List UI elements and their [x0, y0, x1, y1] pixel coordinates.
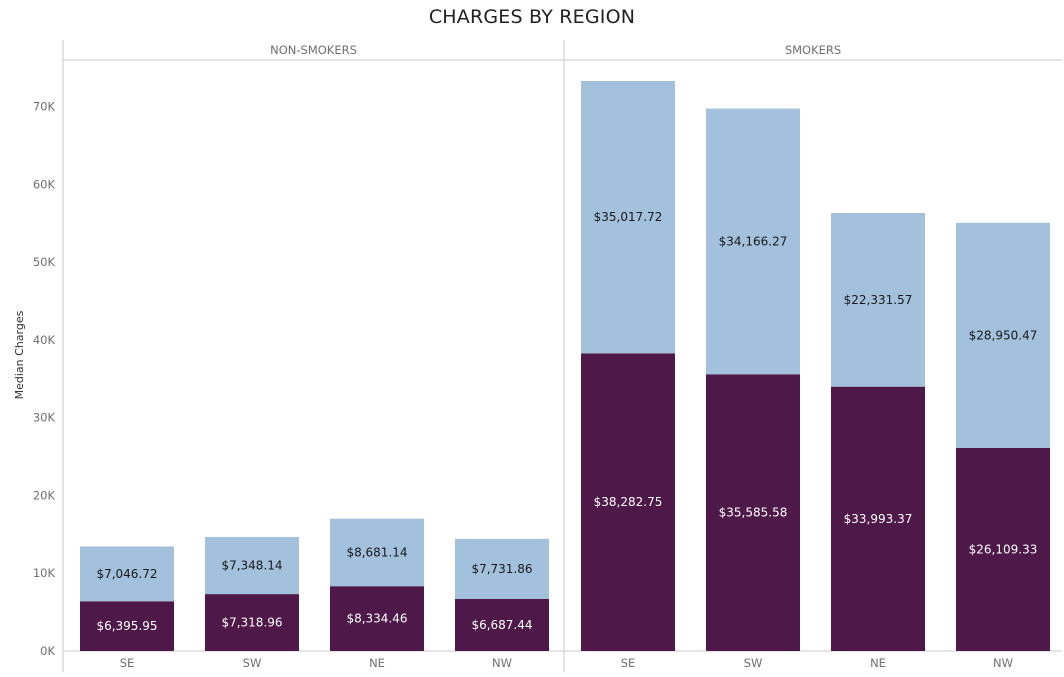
y-axis-title: Median Charges: [13, 310, 26, 399]
bar-segment: [455, 538, 549, 599]
bar-segment: [706, 108, 800, 375]
bar-value-label: $7,318.96: [221, 616, 282, 630]
y-tick-label: 60K: [33, 177, 56, 191]
bar-segment: [330, 518, 424, 587]
bar-value-label: $6,395.95: [96, 619, 157, 633]
bar-value-label: $28,950.47: [969, 328, 1038, 342]
bar-segment: [330, 586, 424, 651]
panel-header: NON-SMOKERS: [270, 43, 357, 57]
bar-segment: [831, 212, 925, 387]
bar-segment: [455, 598, 549, 651]
y-tick-label: 20K: [33, 488, 56, 502]
x-tick-label: NW: [492, 656, 512, 670]
y-tick-label: 0K: [40, 644, 55, 658]
bar-value-label: $7,731.86: [471, 562, 532, 576]
x-tick-label: NE: [369, 656, 385, 670]
bar-segment: [706, 374, 800, 651]
bar-segment: [581, 80, 675, 354]
x-tick-label: SW: [243, 656, 262, 670]
y-tick-label: 50K: [33, 255, 56, 269]
y-tick-label: 40K: [33, 333, 56, 347]
bar-value-label: $35,017.72: [594, 210, 663, 224]
bar-value-label: $22,331.57: [844, 293, 913, 307]
y-tick-label: 70K: [33, 100, 56, 114]
bar-value-label: $7,348.14: [221, 559, 282, 573]
bar-segment: [831, 386, 925, 651]
bar-value-label: $35,585.58: [719, 506, 788, 520]
y-tick-label: 30K: [33, 411, 56, 425]
bar-value-label: $6,687.44: [471, 618, 532, 632]
bar-value-label: $8,334.46: [346, 612, 407, 626]
bar-value-label: $26,109.33: [969, 542, 1038, 556]
bar-value-label: $34,166.27: [719, 234, 788, 248]
y-tick-label: 10K: [33, 566, 56, 580]
panel-header: SMOKERS: [785, 43, 841, 57]
bar-value-label: $8,681.14: [346, 545, 407, 559]
x-tick-label: SE: [120, 656, 135, 670]
bar-segment: [956, 222, 1050, 448]
x-tick-label: NE: [870, 656, 886, 670]
bar-segment: [205, 536, 299, 595]
x-tick-label: NW: [993, 656, 1013, 670]
x-tick-label: SE: [621, 656, 636, 670]
bar-value-label: $7,046.72: [96, 567, 157, 581]
bar-segment: [80, 601, 174, 651]
bar-segment: [956, 447, 1050, 651]
bar-segment: [80, 546, 174, 602]
bar-segment: [205, 594, 299, 651]
chart-title: CHARGES BY REGION: [428, 6, 636, 28]
bar-segment: [581, 353, 675, 651]
bar-value-label: $38,282.75: [594, 495, 663, 509]
x-tick-label: SW: [744, 656, 763, 670]
bar-value-label: $33,993.37: [844, 512, 913, 526]
